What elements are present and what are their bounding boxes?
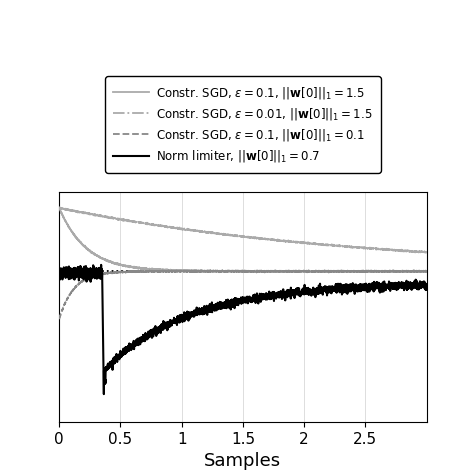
X-axis label: Samples: Samples <box>204 452 282 470</box>
Legend: Constr. SGD, $\epsilon = 0.1$, $||\mathbf{w}[0]||_1 = 1.5$, Constr. SGD, $\epsil: Constr. SGD, $\epsilon = 0.1$, $||\mathb… <box>105 76 381 173</box>
